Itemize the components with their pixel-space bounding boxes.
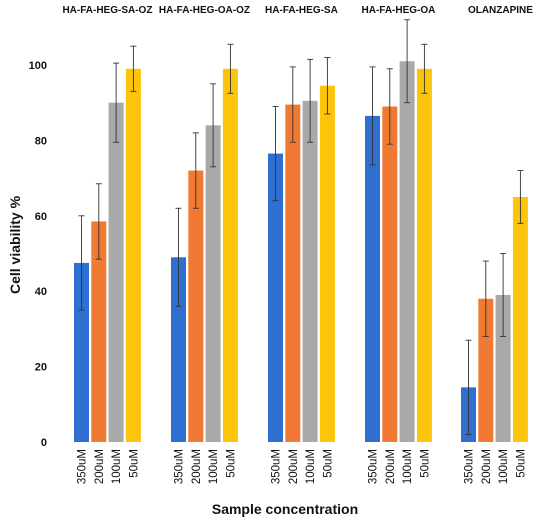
y-axis-title: Cell viability % [7,195,23,294]
bar [495,294,511,442]
y-tick-label: 100 [29,60,47,72]
labels: HA-FA-HEG-SA-OZ 350uM 200uM 100uM 50uM HA-FA-… [62,5,533,484]
bar [399,61,415,442]
bar [416,68,432,443]
bar [108,102,124,442]
x-tick-label: 200uM [94,449,106,484]
error-bars [78,19,524,435]
x-tick-label: 350uM [368,449,380,484]
bar [382,106,398,442]
group-label: HA-FA-HEG-OA [362,5,436,16]
bar [319,85,335,443]
y-tick-label: 0 [41,437,47,449]
bar [125,68,141,443]
x-tick-label: 50uM [225,449,237,478]
group-label: OLANZAPINE [468,5,533,16]
x-tick-label: 100uM [111,449,123,484]
y-tick-label: 80 [35,135,47,147]
x-tick-label: 200uM [385,449,397,484]
x-tick-label: 50uM [515,449,527,478]
bar [91,221,107,442]
bar [74,262,89,442]
bar [205,125,221,442]
x-tick-label: 100uM [498,449,510,484]
x-tick-label: 350uM [77,449,89,484]
bar [171,257,186,442]
x-tick-label: 350uM [174,449,186,484]
x-tick-label: 100uM [402,449,414,484]
bar [365,115,380,443]
y-tick-label: 60 [35,211,47,223]
x-tick-label: 50uM [322,449,334,478]
bar [188,170,204,442]
group-label: HA-FA-HEG-SA [265,5,338,16]
x-tick-label: 50uM [419,449,431,478]
bar [512,196,528,442]
bar [302,100,318,442]
y-tick-label: 20 [35,362,47,374]
y-tick-label: 40 [35,286,47,298]
x-tick-label: 100uM [305,449,317,484]
x-tick-label: 350uM [464,449,476,484]
bar [268,153,283,442]
y-axis: 0 20 40 60 80 100 [29,60,47,449]
group-label: HA-FA-HEG-OA-OZ [159,5,250,16]
x-axis-title: Sample concentration [212,501,358,517]
bars [74,61,528,443]
bar [222,68,238,443]
x-tick-label: 350uM [271,449,283,484]
x-tick-label: 200uM [481,449,493,484]
bar [478,298,494,442]
x-tick-label: 200uM [288,449,300,484]
x-tick-label: 100uM [208,449,220,484]
group-label: HA-FA-HEG-SA-OZ [62,5,152,16]
x-tick-label: 50uM [128,449,140,478]
bar [285,104,301,443]
x-tick-label: 200uM [191,449,203,484]
